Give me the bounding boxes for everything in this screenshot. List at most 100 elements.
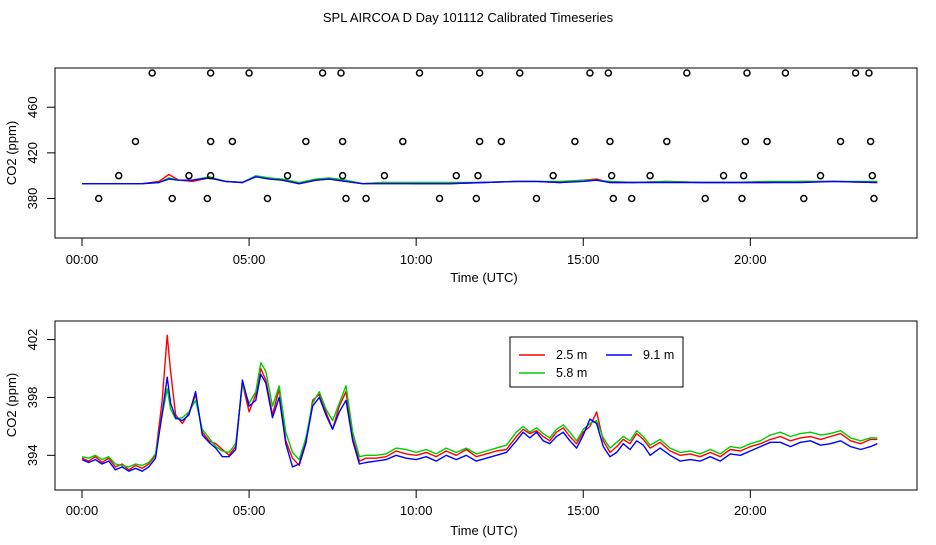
flag-point — [586, 69, 594, 77]
flag-point — [739, 171, 748, 180]
figure-title: SPL AIRCOA D Day 101112 Calibrated Times… — [323, 10, 614, 25]
flag-point — [607, 171, 616, 180]
flag-point — [741, 137, 750, 146]
flag-point — [604, 69, 613, 77]
series-line-blue — [81, 373, 878, 472]
flag-point — [203, 194, 212, 203]
top-y-axis: 380 420 460 — [25, 96, 55, 209]
y-tick-label: 460 — [25, 96, 40, 118]
flag-point — [337, 69, 345, 77]
x-tick-label: 05:00 — [233, 252, 266, 267]
flag-point — [302, 137, 310, 146]
x-tick-label: 15:00 — [567, 503, 600, 518]
flag-point — [475, 137, 484, 146]
flag-point — [380, 171, 389, 180]
bottom-plot-frame — [54, 320, 918, 491]
flag-point — [206, 137, 215, 146]
flag-point — [245, 69, 253, 77]
flag-point — [738, 194, 746, 203]
flag-point — [131, 137, 140, 146]
bottom-x-axis-label: Time (UTC) — [450, 523, 517, 538]
flag-point — [609, 194, 618, 203]
flag-point — [606, 137, 614, 146]
flag-point — [516, 69, 524, 77]
flag-point — [415, 69, 424, 77]
flag-point — [168, 194, 176, 203]
x-tick-label: 10:00 — [400, 252, 433, 267]
top-y-axis-label: CO2 (ppm) — [4, 121, 19, 185]
flag-point — [851, 69, 860, 77]
x-tick-label: 00:00 — [66, 252, 99, 267]
flag-point — [866, 137, 875, 146]
x-tick-label: 20:00 — [734, 503, 767, 518]
flag-point — [452, 171, 461, 180]
flag-point — [719, 171, 728, 180]
x-tick-label: 10:00 — [400, 503, 433, 518]
flag-point — [646, 171, 654, 180]
top-flag-points — [94, 69, 878, 203]
flag-point — [532, 194, 541, 203]
flag-point — [94, 194, 103, 203]
flag-point — [475, 69, 484, 77]
flag-point — [865, 69, 873, 77]
legend-box — [509, 336, 684, 388]
flag-point — [115, 171, 123, 180]
bottom-panel: 00:00 05:00 10:00 15:00 20:00 394 398 402 Time… — [4, 320, 918, 538]
flag-point — [663, 137, 671, 146]
flag-point — [283, 171, 292, 180]
bottom-y-axis-label: CO2 (ppm) — [4, 373, 19, 437]
flag-point — [362, 194, 370, 203]
flag-point — [148, 69, 156, 77]
flag-point — [683, 69, 691, 77]
y-tick-label: 402 — [25, 329, 40, 351]
flag-point — [399, 137, 407, 146]
y-tick-label: 394 — [25, 444, 40, 466]
flag-point — [836, 137, 845, 146]
flag-point — [571, 137, 579, 146]
flag-point — [185, 171, 193, 180]
flag-point — [627, 194, 636, 203]
flag-point — [497, 137, 506, 146]
flag-point — [474, 171, 482, 180]
flag-point — [338, 137, 347, 146]
bottom-series-group — [81, 334, 878, 472]
flag-point — [800, 194, 808, 203]
flag-point — [781, 69, 790, 77]
flag-point — [549, 171, 557, 180]
flag-point — [763, 137, 771, 146]
flag-point — [701, 194, 709, 203]
flag-point — [870, 194, 878, 203]
y-tick-label: 380 — [25, 188, 40, 210]
top-series-group — [82, 173, 878, 185]
flag-point — [435, 194, 444, 203]
x-tick-label: 20:00 — [734, 252, 767, 267]
flag-point — [342, 194, 350, 203]
legend-label-2-5m: 2.5 m — [556, 348, 587, 362]
flag-point — [206, 171, 215, 180]
flag-point — [816, 171, 825, 180]
legend-label-5-8m: 5.8 m — [556, 366, 587, 380]
flag-point — [743, 69, 751, 77]
bottom-y-axis: 394 398 402 — [25, 329, 55, 466]
flag-point — [868, 171, 877, 180]
flag-point — [206, 69, 215, 77]
bottom-x-axis: 00:00 05:00 10:00 15:00 20:00 — [66, 490, 767, 518]
flag-point — [318, 69, 327, 77]
x-tick-label: 15:00 — [567, 252, 600, 267]
flag-point — [228, 137, 237, 146]
top-x-axis-label: Time (UTC) — [450, 270, 517, 285]
flag-point — [338, 171, 347, 180]
series-line-green — [81, 362, 878, 468]
y-tick-label: 398 — [25, 387, 40, 409]
y-tick-label: 420 — [25, 142, 40, 164]
flag-point — [472, 194, 481, 203]
x-tick-label: 05:00 — [233, 503, 266, 518]
top-plot-frame — [54, 67, 918, 239]
series-line-blue — [82, 176, 878, 185]
legend: 2.5 m 5.8 m 9.1 m — [509, 336, 684, 388]
top-panel: 00:00 05:00 10:00 15:00 20:00 380 420 460 Time… — [4, 67, 918, 285]
legend-label-9-1m: 9.1 m — [643, 348, 674, 362]
flag-point — [263, 194, 272, 203]
x-tick-label: 00:00 — [66, 503, 99, 518]
